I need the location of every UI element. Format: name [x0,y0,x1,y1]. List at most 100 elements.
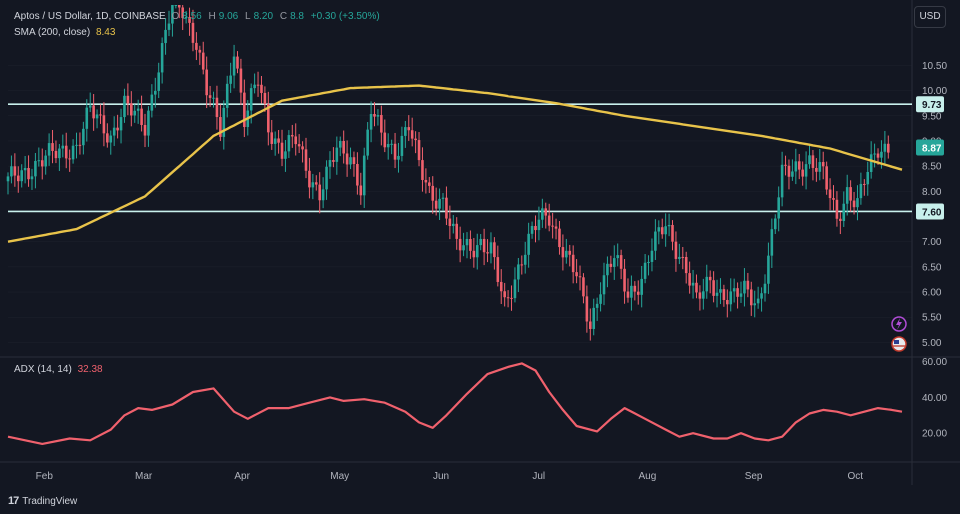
candle-body [181,7,184,18]
open-value: 8.56 [182,11,202,22]
candle-body [205,69,208,96]
candle-body [678,256,681,259]
candle-body [660,227,664,235]
candle-body [383,132,387,148]
time-tick-label: Apr [234,471,250,482]
candle-body [852,200,856,208]
candle-body [887,143,890,153]
candle-body [571,254,575,273]
candle-body [561,247,565,258]
candle-body [188,16,191,23]
candle-body [356,163,359,186]
candle-body [876,153,880,158]
adx-line [7,362,903,445]
candle-body [654,231,657,251]
candle-body [253,84,256,89]
candle-body [756,298,760,304]
candle-body [702,291,705,299]
candle-body [78,144,82,146]
candle-body [636,291,640,295]
candle-body [523,254,527,265]
candle-body [527,233,530,255]
candle-body [821,162,825,167]
candle-body [626,291,630,298]
candle-body [784,164,787,166]
candle-body [68,158,71,160]
candle-body [311,182,315,188]
candle-body [472,250,476,258]
candle-body [462,245,465,251]
candle-body [585,296,589,322]
time-tick-label: Sep [745,471,763,482]
candle-body [191,22,195,43]
candle-body [715,292,719,296]
candle-body [106,133,109,143]
candle-body [85,107,89,129]
price-tick-label: 5.00 [922,338,942,349]
candle-body [225,83,229,108]
lightning-icon [891,316,907,332]
tradingview-logo[interactable]: 17 TradingView [8,495,77,507]
candle-body [404,127,407,136]
candle-body [839,218,842,222]
candle-body [743,280,746,294]
price-tick-label: 9.50 [922,111,942,122]
candle-body [421,160,424,180]
candle-body [16,175,20,182]
candle-body [630,285,633,298]
candle-body [482,238,486,253]
candle-body [465,238,469,246]
candle-body [749,289,753,306]
time-tick-label: Oct [847,471,863,482]
candle-body [835,199,839,219]
candle-body [804,164,808,177]
candle-body [828,189,832,199]
candle-body [787,165,791,177]
candle-body [753,303,757,306]
candle-body [856,198,859,208]
candle-body [441,197,445,199]
candle-body [99,114,102,116]
candle-body [739,293,743,297]
price-badge-label: 8.87 [922,144,942,155]
candle-body [595,303,599,308]
close-label: C [279,11,288,22]
candle-body [345,153,349,165]
us-flag-icon-canton [894,340,899,344]
candle-body [359,185,363,196]
candle-body [284,151,287,159]
candle-body [684,257,688,274]
candle-body [640,278,643,295]
candle-body [534,225,537,231]
candle-body [688,273,691,286]
candle-body [863,183,866,185]
candle-body [671,224,674,242]
candle-body [883,143,887,152]
lightning-icon-ring [891,316,907,332]
candle-body [34,160,37,177]
candle-body [643,262,647,279]
candle-body [287,135,291,152]
candle-body [825,166,828,190]
candle-body [215,97,219,118]
candle-body [338,141,342,148]
candle-body [54,150,58,159]
candle-body [434,200,438,209]
currency-button[interactable]: USD [914,6,946,28]
candle-body [195,42,198,50]
candle-body [294,136,298,145]
price-badge-bg [916,203,944,220]
candle-body [208,95,212,98]
low-label: L [245,11,251,22]
candle-body [160,43,164,73]
candle-body [47,143,51,156]
candle-body [612,258,616,267]
candle-body [880,151,883,158]
candle-body [273,138,277,144]
candle-body [506,297,510,299]
low-value: 8.20 [253,11,274,22]
sma-legend: SMA (200, close) 8.43 [14,27,118,38]
candle-body [428,182,431,186]
candle-body [143,124,147,136]
